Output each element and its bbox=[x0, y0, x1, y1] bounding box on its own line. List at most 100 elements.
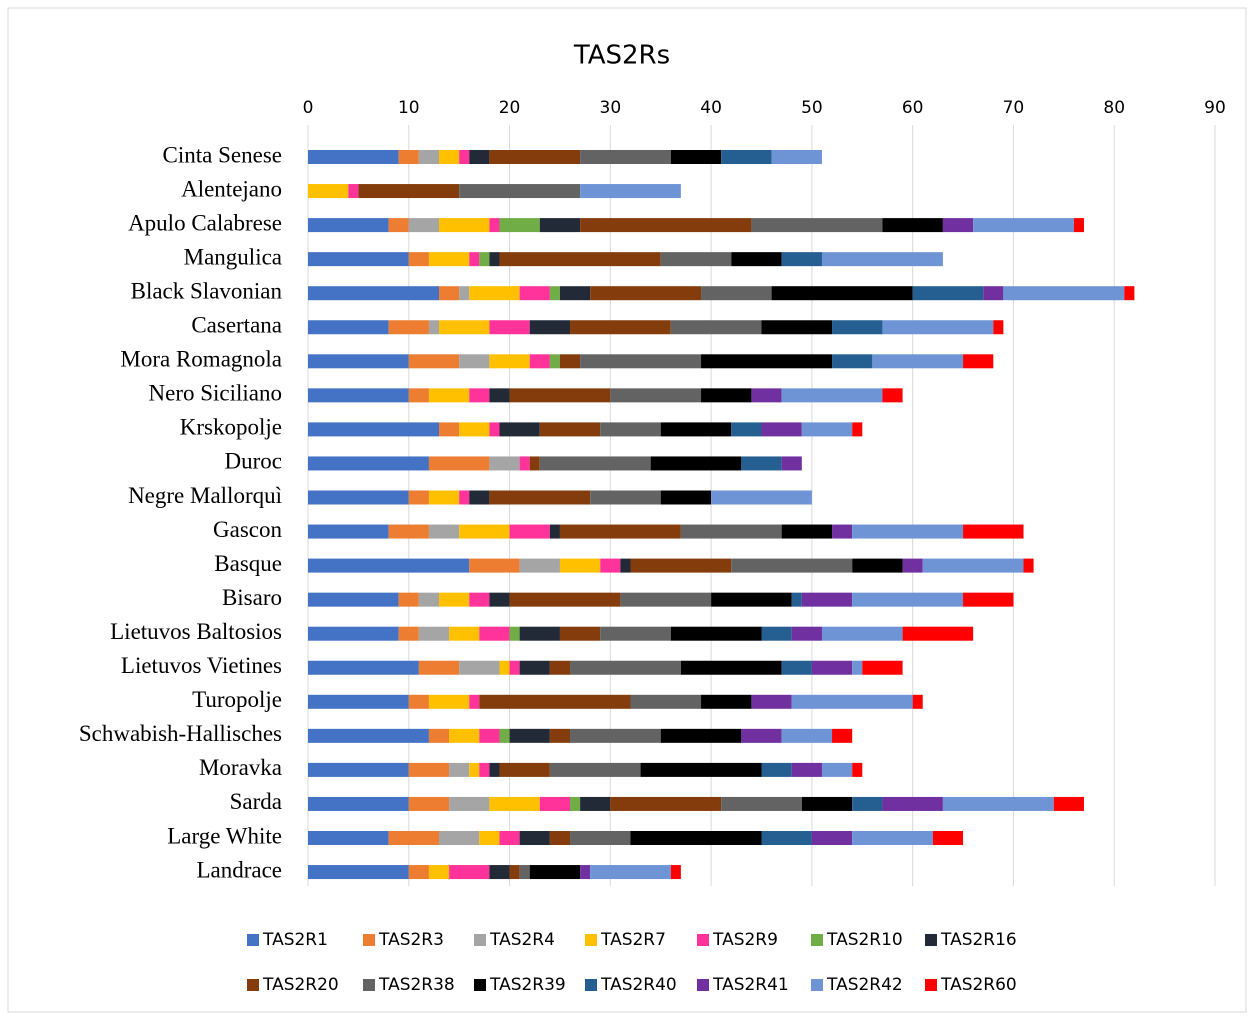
bar-segment bbox=[519, 660, 550, 675]
bar-segment bbox=[610, 388, 702, 403]
bar-segment bbox=[872, 354, 964, 369]
bar-segment bbox=[489, 796, 540, 811]
legend-label: TAS2R3 bbox=[378, 930, 444, 950]
legend-swatch bbox=[925, 934, 937, 946]
bar-segment bbox=[428, 320, 440, 335]
bar-segment bbox=[489, 150, 581, 164]
bar-segment bbox=[408, 490, 429, 505]
bar-segment bbox=[439, 422, 460, 437]
bar-segment bbox=[509, 592, 621, 607]
bar-segment bbox=[832, 728, 853, 743]
bar-segment bbox=[852, 422, 863, 437]
bar-segment bbox=[529, 456, 540, 471]
bar-segment bbox=[449, 762, 470, 777]
bar-segment bbox=[308, 150, 399, 164]
bar-segment bbox=[670, 320, 762, 335]
bar-segment bbox=[630, 831, 762, 845]
bar-segment bbox=[731, 422, 762, 437]
category-label: Schwabish-Hallisches bbox=[79, 721, 282, 746]
bar-segment bbox=[489, 490, 591, 505]
bar-segment bbox=[922, 558, 1024, 573]
bar-segment bbox=[388, 320, 429, 335]
bar-segment bbox=[781, 456, 802, 471]
bar-segment bbox=[479, 831, 500, 845]
bar-segment bbox=[308, 218, 389, 233]
bar-segment bbox=[570, 796, 581, 811]
bar-segment bbox=[449, 626, 480, 641]
bar-segment bbox=[963, 592, 1014, 607]
bar-segment bbox=[428, 252, 470, 267]
x-tick-label: 40 bbox=[700, 98, 722, 118]
bar-segment bbox=[590, 490, 661, 505]
bar-segment bbox=[469, 558, 520, 573]
bar-segment bbox=[791, 762, 822, 777]
legend-swatch bbox=[697, 979, 709, 991]
bar-segment bbox=[489, 320, 530, 335]
bar-segment bbox=[781, 252, 822, 267]
bar-segment bbox=[469, 388, 490, 403]
bar-segment bbox=[650, 456, 742, 471]
bar-segment bbox=[680, 660, 782, 675]
bar-segment bbox=[852, 762, 863, 777]
bar-segment bbox=[670, 150, 722, 164]
bar-segment bbox=[832, 320, 883, 335]
legend-label: TAS2R4 bbox=[489, 930, 555, 950]
category-label: Casertana bbox=[191, 313, 282, 338]
bar-segment bbox=[771, 286, 913, 301]
bar-segment bbox=[882, 320, 994, 335]
bar-segment bbox=[418, 626, 450, 641]
bar-segment bbox=[469, 252, 480, 267]
legend-swatch bbox=[363, 979, 375, 991]
bar-segment bbox=[509, 728, 550, 743]
x-tick-label: 20 bbox=[499, 98, 521, 118]
category-label: Landrace bbox=[196, 857, 282, 882]
bar-segment bbox=[751, 218, 883, 233]
bar-segment bbox=[308, 831, 389, 845]
bar-segment bbox=[811, 831, 853, 845]
bar-segment bbox=[539, 422, 601, 437]
bar-segment bbox=[489, 865, 510, 880]
bar-segment bbox=[559, 354, 581, 369]
bar-segment bbox=[539, 218, 581, 233]
bar-segment bbox=[570, 660, 681, 675]
category-label: Mora Romagnola bbox=[120, 347, 282, 372]
bar-segment bbox=[439, 150, 460, 164]
bar-segment bbox=[529, 865, 581, 880]
bar-segment bbox=[499, 762, 550, 777]
x-tick-label: 60 bbox=[902, 98, 924, 118]
bar-segment bbox=[852, 831, 933, 845]
legend-label: TAS2R42 bbox=[826, 975, 903, 995]
bar-segment bbox=[388, 524, 429, 539]
bar-segment bbox=[862, 660, 903, 675]
bar-segment bbox=[509, 865, 520, 880]
legend-label: TAS2R9 bbox=[712, 930, 778, 950]
bar-segment bbox=[459, 524, 510, 539]
bar-segment bbox=[459, 184, 581, 199]
bar-segment bbox=[308, 252, 409, 267]
bar-segment bbox=[308, 422, 440, 437]
bar-segment bbox=[811, 660, 853, 675]
bar-segment bbox=[701, 286, 772, 301]
bar-segment bbox=[549, 762, 641, 777]
bar-segment bbox=[781, 660, 812, 675]
bar-segment bbox=[791, 626, 822, 641]
legend-label: TAS2R20 bbox=[262, 975, 339, 995]
bar-segment bbox=[509, 660, 520, 675]
bar-segment bbox=[428, 490, 460, 505]
legend-label: TAS2R10 bbox=[826, 930, 903, 950]
bar-segment bbox=[670, 626, 762, 641]
bar-segment bbox=[600, 626, 671, 641]
bar-segment bbox=[580, 184, 681, 199]
bar-segment bbox=[308, 184, 349, 199]
bar-segment bbox=[519, 558, 560, 573]
legend-label: TAS2R16 bbox=[940, 930, 1017, 950]
bar-segment bbox=[801, 592, 853, 607]
x-tick-label: 80 bbox=[1103, 98, 1125, 118]
bar-segment bbox=[348, 184, 359, 199]
bar-segment bbox=[469, 286, 520, 301]
bar-segment bbox=[408, 218, 440, 233]
bar-segment bbox=[852, 558, 903, 573]
bar-segment bbox=[418, 592, 440, 607]
category-label: Alentejano bbox=[181, 176, 282, 201]
x-tick-label: 50 bbox=[801, 98, 823, 118]
